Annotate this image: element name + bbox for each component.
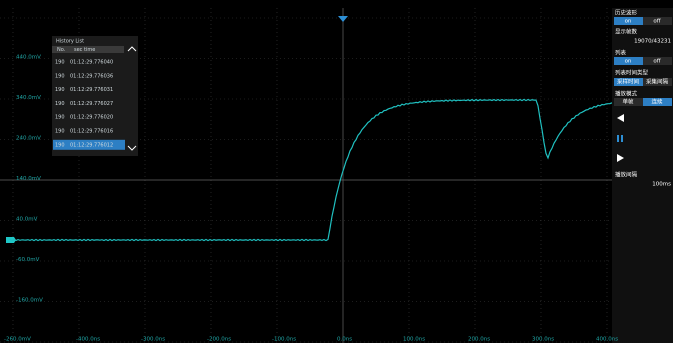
toggle[interactable] xyxy=(614,17,643,25)
panel-label: 历史波形 xyxy=(615,9,638,17)
interval-value: 100ms xyxy=(652,182,671,188)
toggle[interactable] xyxy=(643,57,672,65)
row-number[interactable]: 190 xyxy=(55,101,65,107)
toggle-label[interactable]: 连续 xyxy=(651,98,663,106)
toggle[interactable] xyxy=(643,98,672,106)
toggle-label[interactable]: 单帧 xyxy=(622,98,634,106)
y-axis-label: -160.0mV xyxy=(16,298,43,304)
panel-label: 播放模式 xyxy=(615,90,638,98)
frames-value: 19070/43231 xyxy=(634,39,671,45)
x-axis-label: 300.0ns xyxy=(532,337,554,343)
toggle-label[interactable]: off xyxy=(653,59,660,65)
play-button[interactable] xyxy=(617,154,624,162)
x-axis-label: 400.0ns xyxy=(596,337,618,343)
history-list-panel xyxy=(52,36,138,156)
toggle[interactable] xyxy=(643,78,672,86)
y-axis-label: 440.0mV xyxy=(16,55,41,61)
y-axis-label: 240.0mV xyxy=(16,136,41,142)
x-axis-label: -400.0ns xyxy=(76,337,100,343)
pause-button-2[interactable] xyxy=(621,135,623,142)
row-number[interactable]: 190 xyxy=(55,142,65,148)
history-list-col: No. xyxy=(57,47,66,53)
toggle-label[interactable]: on xyxy=(625,19,632,25)
panel-label: 列表时间类型 xyxy=(615,69,649,77)
y-axis-label: 40.0mV xyxy=(16,217,38,223)
row-time[interactable]: 01:12:29.776036 xyxy=(70,73,113,79)
panel-label: 播放间隔 xyxy=(615,171,638,179)
side-panel: 历史波形 on off 显示帧数 19070/43231 列表 on off 列表时间类型采样时… xyxy=(612,8,673,343)
toggle-label[interactable]: 采样时间 xyxy=(617,78,639,86)
row-number[interactable]: 190 xyxy=(55,129,65,135)
row-number[interactable]: 190 xyxy=(55,73,65,79)
toggle-label[interactable]: on xyxy=(625,59,632,65)
row-time[interactable]: 01:12:29.776012 xyxy=(70,142,113,148)
pause-button[interactable] xyxy=(617,135,619,142)
waveform xyxy=(9,98,613,242)
y-axis-label: 140.0mV xyxy=(16,176,41,182)
trigger-marker xyxy=(338,16,348,22)
x-axis-label: -260.0mV xyxy=(4,337,31,343)
y-axis-label: -60.0mV xyxy=(16,257,40,263)
panel-label: 显示帧数 xyxy=(615,28,638,36)
row-number[interactable]: 190 xyxy=(55,60,65,66)
history-list: History List No. sec time 190 01:12:29.77604… xyxy=(52,36,138,156)
toggle[interactable] xyxy=(614,78,643,86)
row-time[interactable]: 01:12:29.776040 xyxy=(70,60,113,66)
x-axis-label: -200.0ns xyxy=(207,337,231,343)
row-time[interactable]: 01:12:29.776031 xyxy=(70,87,113,93)
toggle[interactable] xyxy=(614,57,643,65)
row-time[interactable]: 01:12:29.776016 xyxy=(70,129,113,135)
x-axis-label: -300.0ns xyxy=(141,337,165,343)
toggle[interactable] xyxy=(614,98,643,106)
history-list-col: sec time xyxy=(74,47,95,53)
history-list-title: History List xyxy=(56,39,84,45)
prev-button[interactable] xyxy=(617,114,624,122)
y-axis-label: 340.0mV xyxy=(16,95,41,101)
scroll-down[interactable] xyxy=(127,145,137,151)
x-axis-label: 100.0ns xyxy=(403,337,425,343)
toggle[interactable] xyxy=(643,17,672,25)
toggle-label[interactable]: 采集间隔 xyxy=(646,78,669,86)
row-number[interactable]: 190 xyxy=(55,87,65,93)
row-time[interactable]: 01:12:29.776020 xyxy=(70,115,113,121)
x-axis-label: 0.0ns xyxy=(337,337,352,343)
scroll-up[interactable] xyxy=(127,46,137,52)
history-list-header xyxy=(52,46,124,53)
row-time[interactable]: 01:12:29.776027 xyxy=(70,101,113,107)
x-axis-label: -100.0ns xyxy=(272,337,296,343)
selected-row[interactable] xyxy=(53,139,125,150)
toggle-label[interactable]: off xyxy=(653,19,660,25)
row-number[interactable]: 190 xyxy=(55,115,65,121)
panel-label: 列表 xyxy=(615,49,627,57)
x-axis-label: 200.0ns xyxy=(468,337,490,343)
